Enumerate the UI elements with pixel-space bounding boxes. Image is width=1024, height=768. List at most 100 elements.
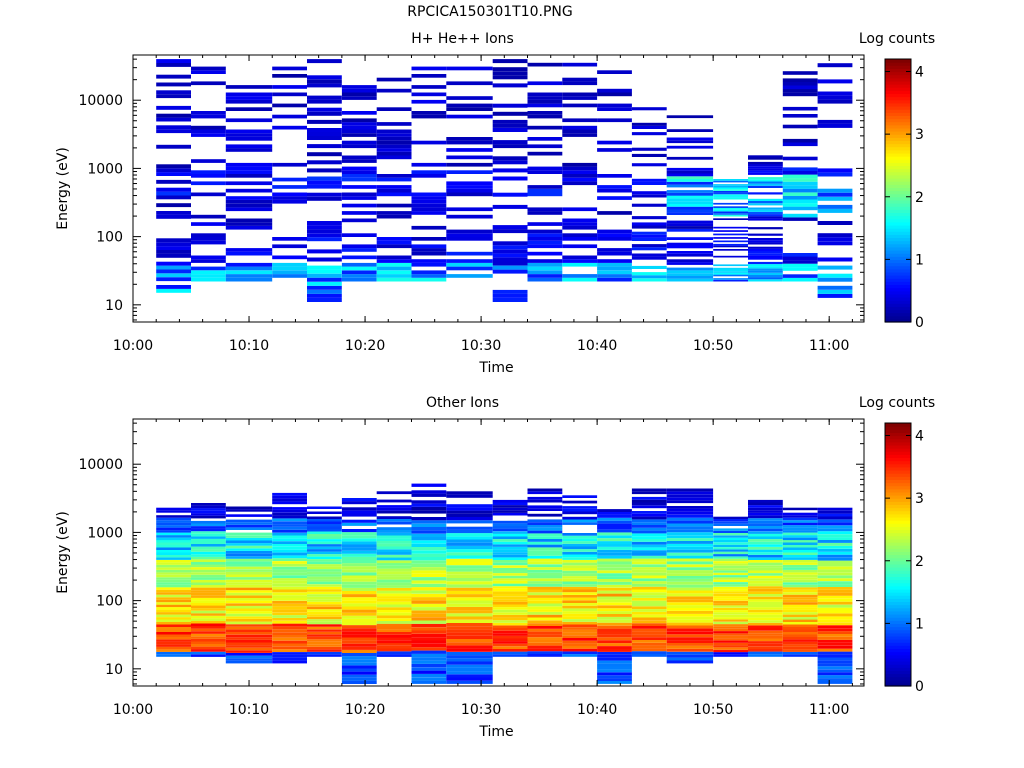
heatmap-cell xyxy=(817,91,853,96)
heatmap-cell xyxy=(782,124,818,129)
y-tick-label: 100 xyxy=(96,594,123,610)
colorbar-segment xyxy=(885,199,911,204)
heatmap-cell xyxy=(527,567,563,570)
heatmap-cell xyxy=(191,531,226,534)
heatmap-cell xyxy=(191,587,226,591)
heatmap-cell xyxy=(527,631,563,635)
heatmap-cell xyxy=(307,511,342,514)
heatmap-cell xyxy=(562,77,598,82)
heatmap-cell xyxy=(782,577,818,580)
heatmap-cell xyxy=(411,627,447,631)
heatmap-cell xyxy=(341,177,377,182)
heatmap-cell xyxy=(713,556,748,559)
heatmap-cell xyxy=(527,166,563,171)
colorbar-segment xyxy=(885,234,911,239)
heatmap-cell xyxy=(272,552,307,556)
heatmap-cell xyxy=(156,540,191,543)
heatmap-cell xyxy=(527,583,563,587)
heatmap-cell xyxy=(782,540,818,543)
heatmap-cell xyxy=(817,654,853,658)
heatmap-cell xyxy=(411,99,447,104)
heatmap-cell xyxy=(631,611,667,615)
x-tick-label: 10:20 xyxy=(345,702,385,718)
heatmap-cell xyxy=(411,520,447,524)
heatmap-cell xyxy=(817,277,853,282)
heatmap-cell xyxy=(631,178,667,182)
heatmap-cell xyxy=(307,119,342,124)
heatmap-cell xyxy=(272,598,307,601)
heatmap-cell xyxy=(748,242,783,245)
heatmap-cell xyxy=(666,654,714,658)
heatmap-cell xyxy=(748,198,783,201)
heatmap-cell xyxy=(817,648,853,652)
heatmap-cell xyxy=(411,567,447,571)
heatmap-cell xyxy=(307,646,342,650)
heatmap-cell xyxy=(748,181,783,184)
colorbar-segment xyxy=(885,604,911,609)
heatmap-cell xyxy=(527,505,563,509)
heatmap-cell xyxy=(666,599,714,603)
heatmap-cell xyxy=(307,273,342,278)
heatmap-cell xyxy=(376,188,412,193)
colorbar-segment xyxy=(885,165,911,170)
heatmap-cell xyxy=(307,621,342,625)
colorbar-segment xyxy=(885,68,911,73)
heatmap-cell xyxy=(341,597,377,601)
heatmap-cell xyxy=(713,549,748,552)
heatmap-cell xyxy=(307,111,342,116)
colorbar-label: Log counts xyxy=(859,395,935,411)
heatmap-cell xyxy=(446,600,493,604)
colorbar-segment xyxy=(885,281,911,286)
heatmap-cell xyxy=(562,605,598,609)
heatmap-cell xyxy=(817,634,853,637)
heatmap-cell xyxy=(411,670,447,674)
heatmap-cell xyxy=(411,244,447,249)
heatmap-cell xyxy=(562,508,598,512)
heatmap-cell xyxy=(307,298,342,302)
heatmap-cell xyxy=(341,603,377,607)
heatmap-cell xyxy=(376,563,412,566)
heatmap-cell xyxy=(631,539,667,542)
heatmap-cell xyxy=(597,517,632,521)
heatmap-cell xyxy=(631,640,667,643)
heatmap-cell xyxy=(631,637,667,640)
heatmap-cell xyxy=(376,192,412,197)
heatmap-cell xyxy=(446,192,493,197)
heatmap-cell xyxy=(713,271,748,273)
heatmap-cell xyxy=(748,562,783,566)
heatmap-cell xyxy=(307,619,342,622)
heatmap-cell xyxy=(307,516,342,519)
heatmap-cell xyxy=(748,612,783,615)
heatmap-cell xyxy=(817,628,853,632)
heatmap-cell xyxy=(341,244,377,249)
heatmap-cell xyxy=(376,568,412,572)
heatmap-cell xyxy=(666,517,714,521)
heatmap-cell xyxy=(492,570,528,574)
heatmap-cell xyxy=(341,578,377,582)
heatmap-cell xyxy=(631,488,667,492)
heatmap-cell xyxy=(492,554,528,558)
heatmap-cell xyxy=(446,162,493,167)
heatmap-cell xyxy=(492,607,528,610)
heatmap-cell xyxy=(782,636,818,640)
heatmap-cell xyxy=(272,586,307,590)
heatmap-cell xyxy=(817,99,853,104)
heatmap-cell xyxy=(666,491,714,495)
heatmap-cell xyxy=(307,544,342,547)
heatmap-cell xyxy=(225,545,273,549)
heatmap-cell xyxy=(748,633,783,636)
heatmap-cell xyxy=(562,255,598,260)
heatmap-cell xyxy=(225,129,273,134)
heatmap-cell xyxy=(817,557,853,561)
heatmap-cell xyxy=(782,92,818,97)
heatmap-cell xyxy=(631,654,667,657)
heatmap-cell xyxy=(191,125,226,130)
heatmap-cell xyxy=(713,226,748,229)
heatmap-cell xyxy=(341,634,377,638)
heatmap-cell xyxy=(272,578,307,581)
heatmap-cell xyxy=(782,142,818,147)
heatmap-cell xyxy=(307,265,342,270)
heatmap-cell xyxy=(666,500,714,504)
heatmap-cell xyxy=(666,245,714,249)
heatmap-cell xyxy=(156,644,191,647)
